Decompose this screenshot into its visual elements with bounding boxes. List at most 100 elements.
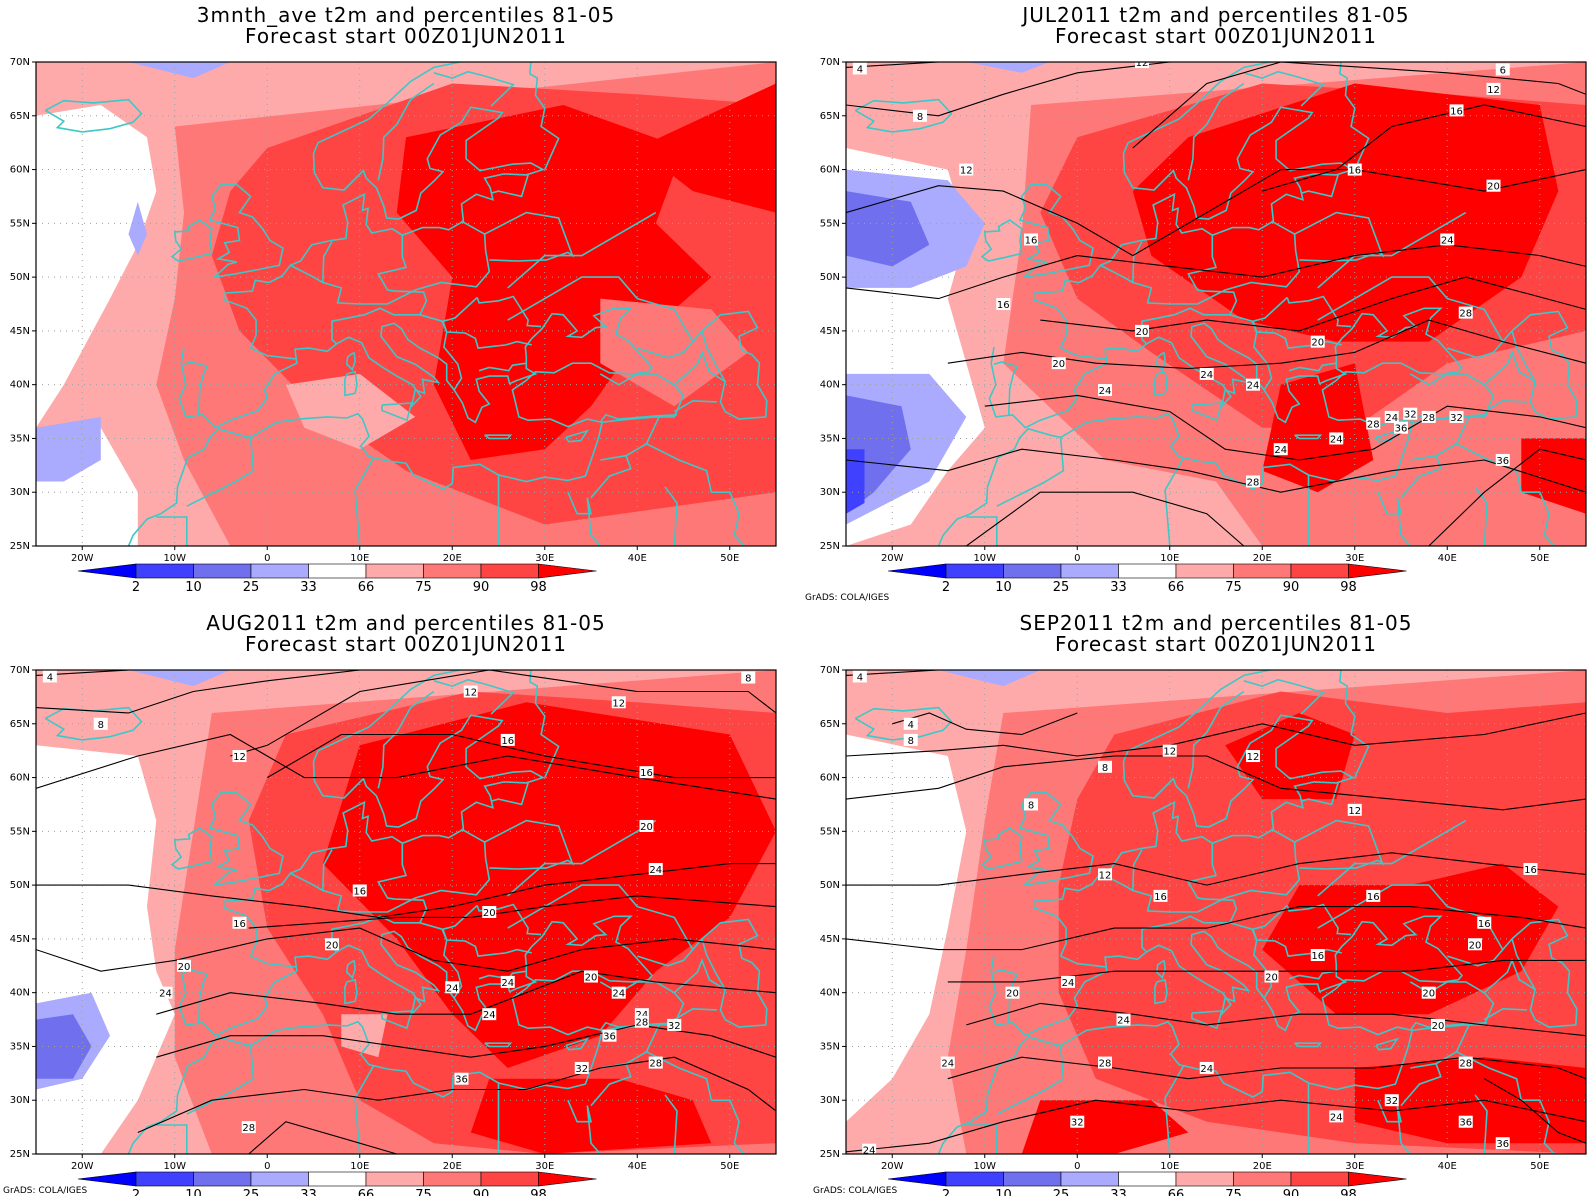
map-panel-0: 70N 65N 60N 55N 50N 45N 40N 35N 30N 25N 20W 10W 0 10E… xyxy=(10,57,777,564)
contour-label: 16 xyxy=(353,886,366,897)
contour-label: 12 xyxy=(1163,747,1176,758)
coastline xyxy=(156,516,188,546)
contour-label: 32 xyxy=(1385,1096,1398,1107)
percentile-area xyxy=(1132,83,1559,342)
lon-tick-label: 10E xyxy=(1160,553,1179,564)
contour-label: 32 xyxy=(575,1064,588,1075)
coastline xyxy=(1132,241,1143,283)
colorbar-segment xyxy=(1060,1171,1119,1187)
panel-title: AUG2011 t2m and percentiles 81-05 xyxy=(206,611,605,635)
colorbar-segment xyxy=(945,563,1004,579)
coastline xyxy=(331,843,428,953)
coastline xyxy=(127,307,654,546)
isotherm-contour xyxy=(156,970,776,1015)
contour-label-bg xyxy=(1366,889,1381,902)
coastline xyxy=(1164,457,1185,546)
lat-tick-label: 55N xyxy=(820,218,840,229)
percentile-area xyxy=(128,670,231,687)
contour-label-bg xyxy=(1495,1137,1510,1150)
coastline xyxy=(186,1045,255,1115)
coastline xyxy=(711,491,746,546)
colorbar-segment xyxy=(135,563,194,579)
lat-tick-label: 65N xyxy=(10,719,30,730)
lat-tick-label: 60N xyxy=(10,773,30,784)
contour-label: 20 xyxy=(1469,940,1482,951)
contour-label: 12 xyxy=(612,698,625,709)
coastline xyxy=(673,399,717,413)
coastline xyxy=(599,1021,678,1031)
contour-label-bg xyxy=(1366,417,1381,430)
lat-tick-label: 65N xyxy=(10,111,30,122)
contour-label-bg xyxy=(1449,410,1464,423)
percentile-area xyxy=(285,373,416,450)
lat-tick-label: 30N xyxy=(820,487,840,498)
lon-tick-label: 40E xyxy=(628,553,647,564)
contour-label-bg xyxy=(574,1061,589,1074)
coastline xyxy=(637,330,703,359)
coastline xyxy=(433,678,515,715)
coastline xyxy=(170,219,213,262)
colorbar-segment xyxy=(308,1171,367,1187)
coastline xyxy=(377,690,435,789)
contour-label-bg xyxy=(1246,475,1260,488)
contour-label-bg xyxy=(1061,975,1075,988)
percentile-area xyxy=(470,1078,712,1154)
coastline xyxy=(223,62,554,349)
colorbar-label: 66 xyxy=(358,1188,375,1196)
contour-label: 20 xyxy=(1487,182,1500,193)
coastline xyxy=(1511,918,1578,1028)
lat-tick-label: 40N xyxy=(10,380,30,391)
lat-tick-label: 40N xyxy=(10,988,30,999)
lon-tick-label: 20W xyxy=(71,1161,94,1172)
coastline xyxy=(980,827,1023,870)
colorbar-segment xyxy=(1118,563,1177,579)
lon-tick-label: 30E xyxy=(1345,553,1364,564)
coastline xyxy=(1187,82,1245,181)
contour-label: 24 xyxy=(1062,978,1075,989)
contour-label: 12 xyxy=(1487,85,1500,96)
lat-tick-label: 70N xyxy=(820,665,840,676)
contour-label: 20 xyxy=(640,822,653,833)
colorbar-segment xyxy=(308,563,367,579)
contour-label: 16 xyxy=(1524,865,1537,876)
isotherm-contour xyxy=(1484,1078,1586,1144)
coastline xyxy=(937,915,1464,1154)
contour-label-bg xyxy=(1431,1018,1445,1031)
coastline xyxy=(344,978,358,1005)
coastline xyxy=(966,516,998,546)
colorbar-segment xyxy=(193,1171,252,1187)
lat-tick-label: 50N xyxy=(10,272,30,283)
contour-label: 8 xyxy=(98,720,104,731)
isotherm-contour xyxy=(846,448,1586,493)
coastline xyxy=(290,220,491,305)
lat-tick-label: 40N xyxy=(820,988,840,999)
isotherm-contour xyxy=(846,1099,1586,1153)
coastline xyxy=(484,211,575,262)
coastline xyxy=(565,429,590,443)
lat-tick-label: 50N xyxy=(820,880,840,891)
colorbar-arrow-left xyxy=(77,563,137,579)
coastline xyxy=(993,361,1019,415)
coastline xyxy=(1375,1037,1400,1051)
colorbar-label: 25 xyxy=(243,580,260,595)
colorbar-segment xyxy=(945,1171,1004,1187)
contour-label-bg xyxy=(741,671,756,684)
lat-tick-label: 35N xyxy=(10,1041,30,1052)
colorbar-label: 25 xyxy=(1053,1188,1070,1196)
coastline xyxy=(1483,1007,1527,1021)
coastline xyxy=(1154,978,1168,1005)
contour-label-bg xyxy=(1024,233,1038,246)
colorbar-segment xyxy=(250,1171,309,1187)
contour-label: 24 xyxy=(1099,386,1112,397)
coastline xyxy=(419,314,463,391)
coastline xyxy=(381,1010,413,1030)
isotherm-contour xyxy=(947,319,1586,370)
colorbar-arrow-right xyxy=(538,1171,597,1187)
coastline xyxy=(980,219,1023,262)
coastline xyxy=(1511,310,1578,420)
colorbar-label: 25 xyxy=(1053,580,1070,595)
contour-label-bg xyxy=(852,670,867,683)
coastline xyxy=(1243,678,1325,715)
contour-label-bg xyxy=(1310,335,1325,348)
lat-tick-label: 30N xyxy=(10,1095,30,1106)
